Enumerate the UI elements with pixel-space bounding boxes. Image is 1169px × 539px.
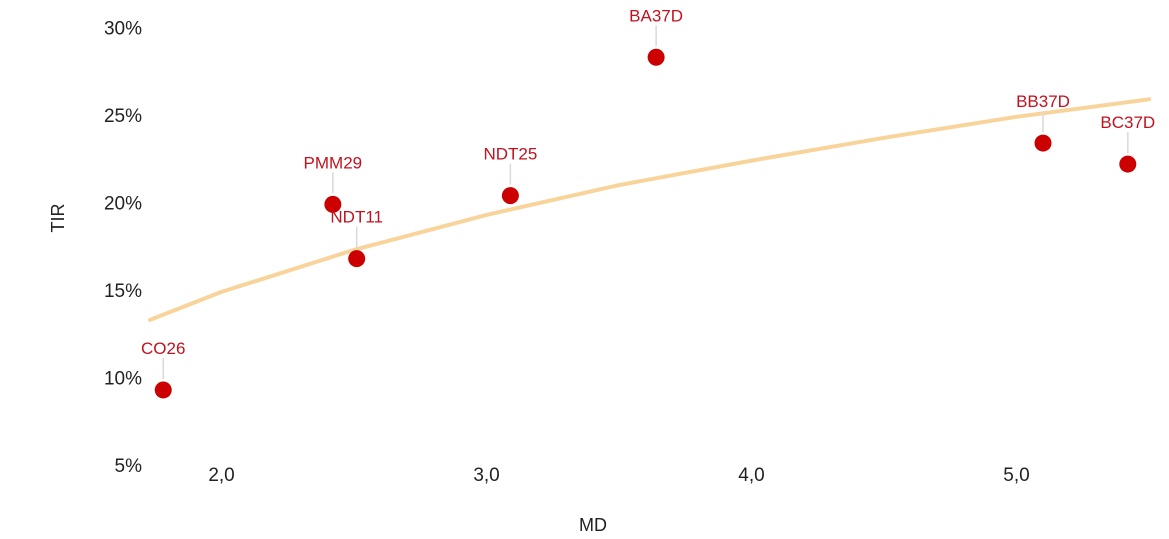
label-leader-lines <box>162 25 1129 379</box>
data-point-label: BC37D <box>1100 113 1155 132</box>
x-tick-label: 4,0 <box>738 465 764 486</box>
y-tick-label: 25% <box>104 106 142 127</box>
data-point <box>348 250 366 268</box>
data-points <box>154 48 1137 399</box>
y-axis-ticks: 5% 10% 15% 20% 25% 30% <box>104 19 142 478</box>
data-point-label: PMM29 <box>304 153 363 172</box>
y-axis-title: TIR <box>48 204 68 233</box>
data-point-label: CO26 <box>141 339 185 358</box>
x-axis-ticks: 2,0 3,0 4,0 5,0 <box>208 465 1029 486</box>
data-point-label: BA37D <box>629 6 683 25</box>
data-point <box>154 381 172 399</box>
data-point <box>647 48 665 66</box>
trendline <box>148 97 1151 322</box>
data-point <box>501 187 519 205</box>
data-point <box>1119 155 1137 173</box>
x-tick-label: 3,0 <box>473 465 499 486</box>
data-point-label: BB37D <box>1016 92 1070 111</box>
x-tick-label: 2,0 <box>208 465 234 486</box>
data-point-labels: CO26 PMM29 NDT11 NDT25 BA37D BB37D BC37D <box>141 6 1155 358</box>
x-tick-label: 5,0 <box>1003 465 1029 486</box>
y-tick-label: 30% <box>104 19 142 40</box>
y-tick-label: 10% <box>104 369 142 390</box>
data-point <box>1034 134 1052 152</box>
data-point <box>324 195 342 213</box>
data-point-label: NDT11 <box>330 208 383 227</box>
y-tick-label: 5% <box>115 456 143 477</box>
y-tick-label: 20% <box>104 194 142 215</box>
y-tick-label: 15% <box>104 281 142 302</box>
data-point-label: NDT25 <box>483 145 537 164</box>
x-axis-title: MD <box>579 515 607 535</box>
